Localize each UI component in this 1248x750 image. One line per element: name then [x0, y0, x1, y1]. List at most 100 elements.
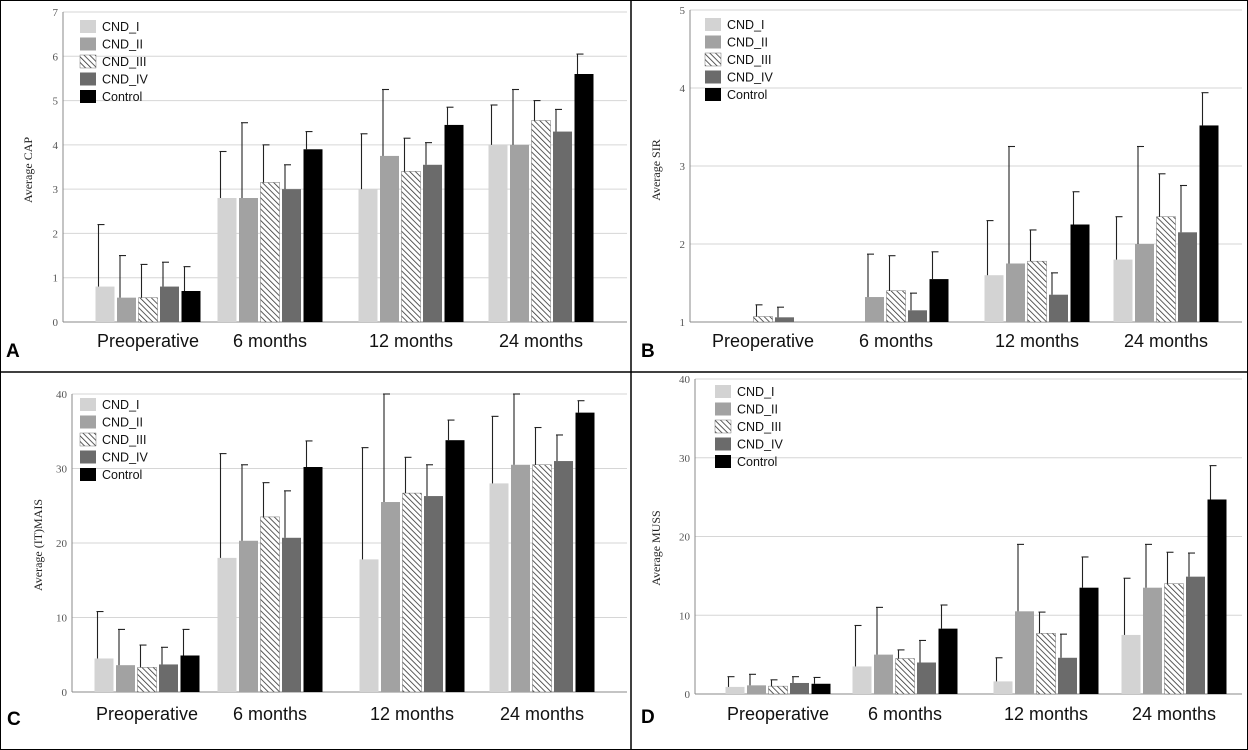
legend-label: CND_II: [102, 38, 143, 52]
bar-cnd-i-2: [358, 189, 378, 322]
bar-control-3: [1199, 125, 1219, 322]
bar-cnd-iv-3: [553, 131, 572, 322]
bar-cnd-iii-3: [1164, 583, 1184, 695]
y-tick-label: 30: [56, 464, 68, 476]
chart-panel-b: 1 2 3 4 5 Average SIR Preoperative 6 months 12 m…: [641, 5, 1242, 362]
bar-control-1: [303, 467, 323, 692]
bar-cnd-iv-2: [1058, 657, 1077, 694]
category-label: 12 months: [995, 331, 1079, 351]
y-tick-label: 1: [680, 317, 686, 329]
legend-swatch: [705, 18, 721, 31]
legend-swatch: [705, 70, 721, 84]
bar-control-2: [1070, 224, 1090, 322]
y-tick-label: 3: [680, 161, 686, 173]
legend-label: CND_III: [737, 420, 781, 434]
bar-cnd-iv-2: [1049, 294, 1068, 322]
legend-swatch: [80, 72, 96, 86]
bar-cnd-iii-1: [260, 516, 280, 693]
bar-cnd-iv-3: [1186, 576, 1205, 694]
category-label: 12 months: [369, 331, 453, 351]
legend-label: CND_IV: [102, 73, 149, 87]
y-tick-label: 1: [53, 273, 59, 285]
category-label: 24 months: [500, 704, 584, 724]
bar-cnd-i-0: [95, 286, 115, 322]
y-tick-label: 0: [53, 317, 59, 329]
bar-control-0: [181, 291, 201, 322]
bar-control-1: [929, 279, 949, 322]
legend-label: CND_I: [102, 398, 140, 412]
legend-label: Control: [727, 88, 767, 102]
bar-control-2: [444, 124, 464, 322]
bar-cnd-ii-1: [239, 198, 258, 322]
legend-swatch: [705, 35, 721, 49]
legend-swatch: [80, 450, 96, 464]
bar-cnd-ii-0: [747, 685, 766, 694]
y-axis-label: Average MUSS: [649, 510, 663, 585]
legend-label: Control: [737, 455, 777, 469]
bar-cnd-iii-1: [886, 290, 906, 323]
category-label: 6 months: [233, 704, 307, 724]
y-tick-label: 4: [680, 83, 686, 95]
panel-label: C: [7, 709, 21, 730]
y-tick-label: 2: [680, 239, 686, 251]
bar-cnd-iii-1: [895, 658, 915, 695]
legend-swatch: [79, 54, 97, 69]
bar-cnd-ii-2: [1015, 611, 1034, 694]
legend-swatch: [80, 398, 96, 411]
bar-cnd-iv-2: [424, 496, 443, 692]
category-label: 6 months: [868, 704, 942, 724]
legend-label: CND_II: [102, 416, 143, 430]
bar-cnd-ii-3: [511, 464, 530, 692]
y-tick-label: 10: [56, 613, 68, 625]
legend-swatch: [704, 52, 722, 67]
bar-cnd-iii-2: [1036, 633, 1056, 695]
bar-cnd-iv-3: [554, 461, 573, 692]
category-label: 24 months: [1124, 331, 1208, 351]
y-tick-label: 4: [53, 140, 59, 152]
category-label: 12 months: [370, 704, 454, 724]
bar-cnd-ii-3: [1143, 587, 1162, 694]
bar-cnd-iii-2: [1027, 260, 1047, 323]
bar-control-3: [574, 74, 594, 322]
bar-cnd-iv-3: [1178, 232, 1197, 322]
bar-cnd-iii-3: [531, 120, 551, 323]
chart-panel-a: 0 1 2 3 4 5 6 7 Average CAP Preoperative 6 months 1…: [6, 7, 627, 362]
bar-control-1: [938, 628, 958, 694]
bar-cnd-ii-1: [874, 654, 893, 694]
legend-label: CND_I: [102, 20, 140, 34]
category-label: 6 months: [859, 331, 933, 351]
bar-cnd-i-2: [984, 275, 1004, 322]
bar-control-0: [811, 683, 831, 694]
bar-cnd-i-3: [1121, 634, 1141, 694]
category-label: Preoperative: [712, 331, 814, 351]
panel-label: D: [641, 707, 655, 728]
bar-control-2: [445, 440, 465, 692]
legend-label: CND_III: [102, 433, 146, 447]
bar-cnd-iv-0: [775, 317, 794, 322]
bar-cnd-ii-3: [1135, 244, 1154, 322]
legend-label: CND_II: [727, 36, 768, 50]
bar-cnd-iv-2: [423, 164, 442, 322]
category-label: Preoperative: [97, 331, 199, 351]
bar-control-3: [1207, 499, 1227, 694]
bar-cnd-iv-0: [790, 682, 809, 694]
legend-label: CND_IV: [727, 71, 774, 85]
bar-cnd-iv-0: [159, 664, 178, 692]
bar-cnd-ii-3: [510, 144, 529, 322]
bar-cnd-i-1: [852, 666, 872, 694]
y-tick-label: 40: [56, 389, 68, 401]
bar-control-1: [303, 149, 323, 322]
bar-control-3: [575, 412, 595, 692]
legend-swatch: [80, 37, 96, 51]
y-tick-label: 0: [62, 687, 68, 699]
y-tick-label: 2: [53, 228, 59, 240]
bar-cnd-i-0: [94, 658, 114, 692]
category-label: 6 months: [233, 331, 307, 351]
bar-cnd-iii-3: [1156, 216, 1176, 323]
bar-cnd-i-3: [489, 483, 509, 692]
legend-swatch: [715, 402, 731, 416]
legend-swatch: [79, 432, 97, 447]
bar-cnd-i-3: [488, 144, 508, 322]
bar-cnd-i-2: [993, 681, 1013, 694]
bar-cnd-iii-1: [260, 182, 280, 323]
